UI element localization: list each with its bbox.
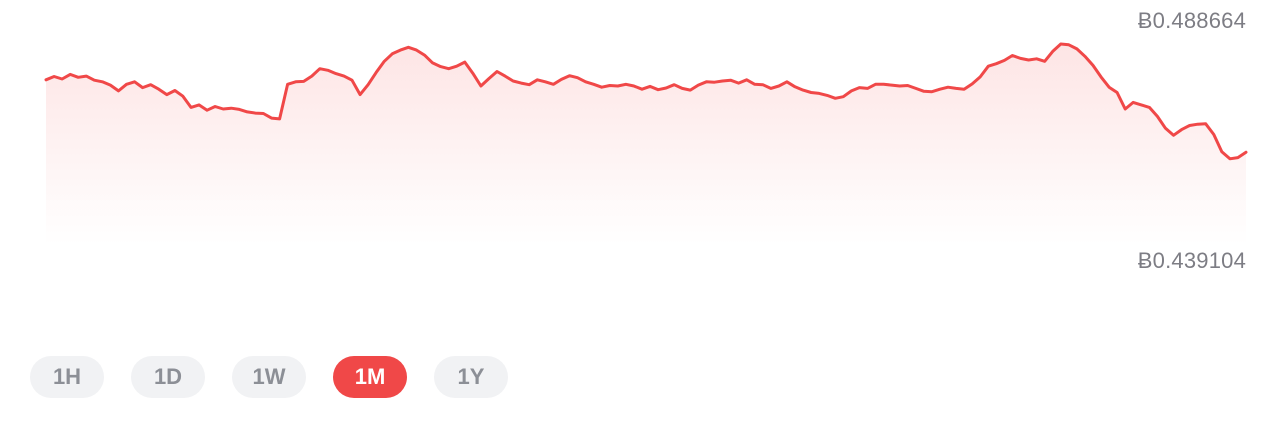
range-button-1m[interactable]: 1M bbox=[333, 356, 407, 398]
price-chart: Ƀ0.488664 Ƀ0.439104 bbox=[44, 8, 1248, 273]
range-button-1h[interactable]: 1H bbox=[30, 356, 104, 398]
range-button-1w[interactable]: 1W bbox=[232, 356, 306, 398]
range-button-1y[interactable]: 1Y bbox=[434, 356, 508, 398]
time-range-selector: 1H 1D 1W 1M 1Y bbox=[30, 356, 508, 398]
price-chart-svg bbox=[44, 42, 1248, 245]
price-low-label: Ƀ0.439104 bbox=[1137, 248, 1246, 273]
price-high-label: Ƀ0.488664 bbox=[1137, 8, 1246, 33]
price-area-fill bbox=[46, 44, 1246, 245]
price-line[interactable] bbox=[44, 42, 1248, 161]
range-button-1d[interactable]: 1D bbox=[131, 356, 205, 398]
